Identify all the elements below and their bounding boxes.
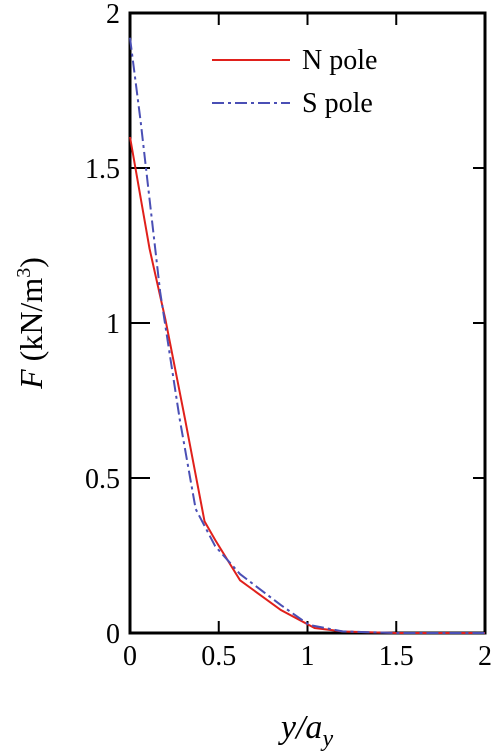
y-tick-label: 1.5 [85, 154, 120, 185]
x-axis-label: y/ay [278, 709, 334, 752]
x-label-part: /a [294, 709, 322, 746]
x-label-subscript: y [320, 726, 333, 752]
y-label-part: F [13, 369, 49, 390]
x-tick-label: 1 [301, 641, 315, 672]
x-label-part: y [278, 709, 297, 746]
x-tick-label: 0 [123, 641, 137, 672]
y-axis-label: F (kN/m3) [13, 257, 49, 390]
x-tick-label: 0.5 [201, 641, 236, 672]
data-line [129, 136, 485, 634]
y-label-part: (kN/m [13, 278, 49, 370]
x-tick-label: 1.5 [379, 641, 414, 672]
y-tick-label: 2 [106, 0, 120, 30]
legend-label: N pole [302, 45, 377, 76]
y-tick-label: 0 [106, 619, 120, 650]
y-label-part: ) [13, 257, 49, 268]
x-tick-label: 2 [478, 641, 492, 672]
y-tick-label: 0.5 [85, 464, 120, 495]
y-label-superscript: 3 [13, 268, 35, 278]
data-line [129, 37, 485, 634]
y-tick-label: 1 [106, 309, 120, 340]
legend-label: S pole [302, 88, 373, 119]
